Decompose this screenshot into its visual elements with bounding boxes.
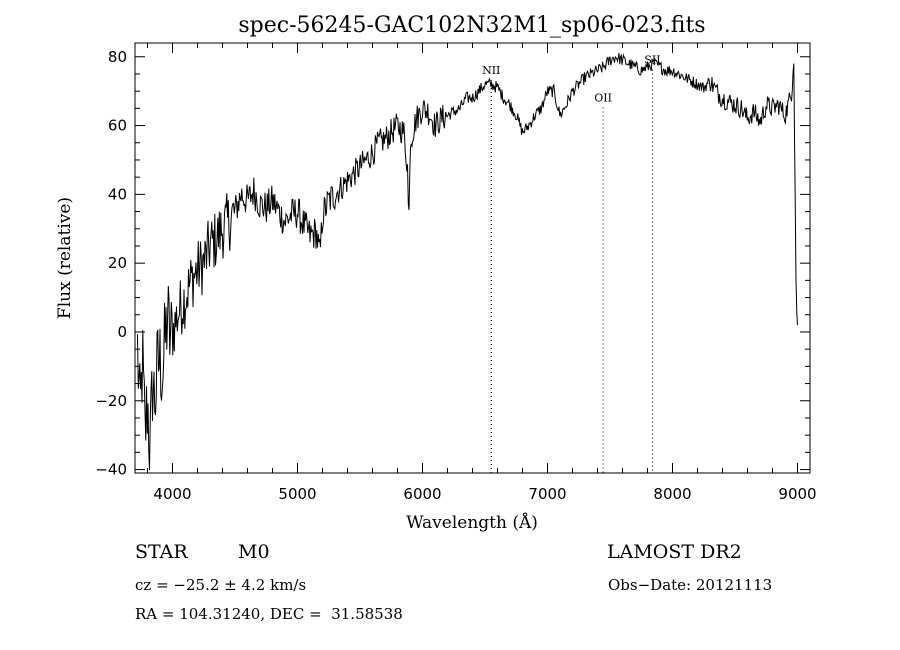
x-tick-label: 4000 bbox=[153, 485, 191, 503]
y-tick-label: 80 bbox=[108, 48, 127, 66]
chart-title: spec-56245-GAC102N32M1_sp06-023.fits bbox=[238, 13, 705, 38]
obs-date: Obs−Date: 20121113 bbox=[608, 576, 773, 594]
y-tick-label: 60 bbox=[108, 117, 127, 135]
y-axis-label: Flux (relative) bbox=[55, 197, 75, 319]
spectral-line-label: OII bbox=[594, 91, 612, 104]
y-tick-label: −40 bbox=[95, 461, 127, 479]
x-tick-label: 9000 bbox=[778, 485, 816, 503]
survey-name: LAMOST DR2 bbox=[607, 541, 742, 563]
x-axis-label: Wavelength (Å) bbox=[406, 512, 538, 533]
x-tick-label: 6000 bbox=[403, 485, 441, 503]
y-tick-label: −20 bbox=[95, 392, 127, 410]
x-tick-label: 5000 bbox=[278, 485, 316, 503]
object-subclass: M0 bbox=[238, 541, 270, 563]
plot-frame bbox=[134, 42, 811, 474]
axis-ticks bbox=[135, 43, 810, 473]
x-tick-label: 8000 bbox=[653, 485, 691, 503]
object-class: STAR bbox=[135, 541, 188, 563]
spectral-line-label: NII bbox=[482, 64, 500, 77]
x-tick-labels: 4000 5000 6000 7000 8000 9000 bbox=[153, 485, 816, 503]
y-tick-label: 20 bbox=[108, 254, 127, 272]
y-tick-label: 0 bbox=[117, 323, 127, 341]
x-tick-label: 7000 bbox=[528, 485, 566, 503]
y-tick-label: 40 bbox=[108, 185, 127, 203]
redshift-value: cz = −25.2 ± 4.2 km/s bbox=[135, 576, 307, 594]
spectrum-line bbox=[137, 52, 798, 471]
coordinates: RA = 104.31240, DEC = 31.58538 bbox=[135, 605, 403, 623]
y-tick-labels: −40 −20 0 20 40 60 80 bbox=[95, 48, 127, 479]
